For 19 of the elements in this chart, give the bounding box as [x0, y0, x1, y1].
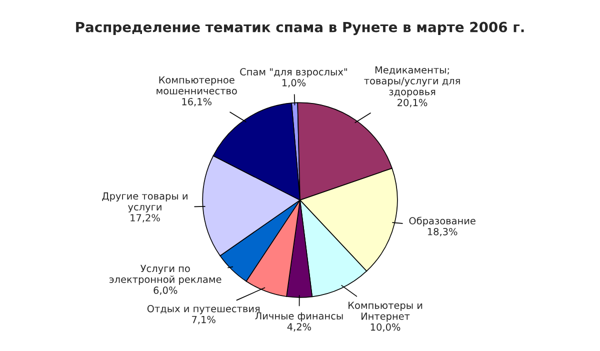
slice-label: Медикаменты; товары/услуги для здоровья [364, 66, 460, 98]
slice-label: Другие товары и услуги [102, 192, 188, 212]
data-label: 7,1% [192, 316, 216, 324]
data-label: 18,3% [428, 228, 458, 236]
data-label: 20,1% [398, 98, 428, 108]
chart-title: Распределение тематик спама в Рунете в марте 2006 г. [76, 22, 524, 36]
slice-label: Компьютеры и Интернет [348, 302, 422, 322]
slice-label: Услуги по электронной рекламе [110, 264, 222, 285]
data-label: 17,2% [130, 214, 160, 222]
slice-label: Образование [409, 216, 476, 226]
slice-label: Личные финансы [255, 312, 343, 322]
slice-label: Спам "для взрослых" [240, 68, 347, 78]
slice-label: Компьютерное мошенничество [156, 76, 237, 94]
data-label: 16,1% [182, 98, 212, 106]
slice-label: Отдых и путешествия [147, 304, 260, 314]
data-label: 1,0% [282, 79, 306, 88]
data-label: 4,2% [287, 323, 312, 332]
data-label: 10,0% [370, 323, 400, 332]
data-label: 6,0% [154, 286, 178, 295]
